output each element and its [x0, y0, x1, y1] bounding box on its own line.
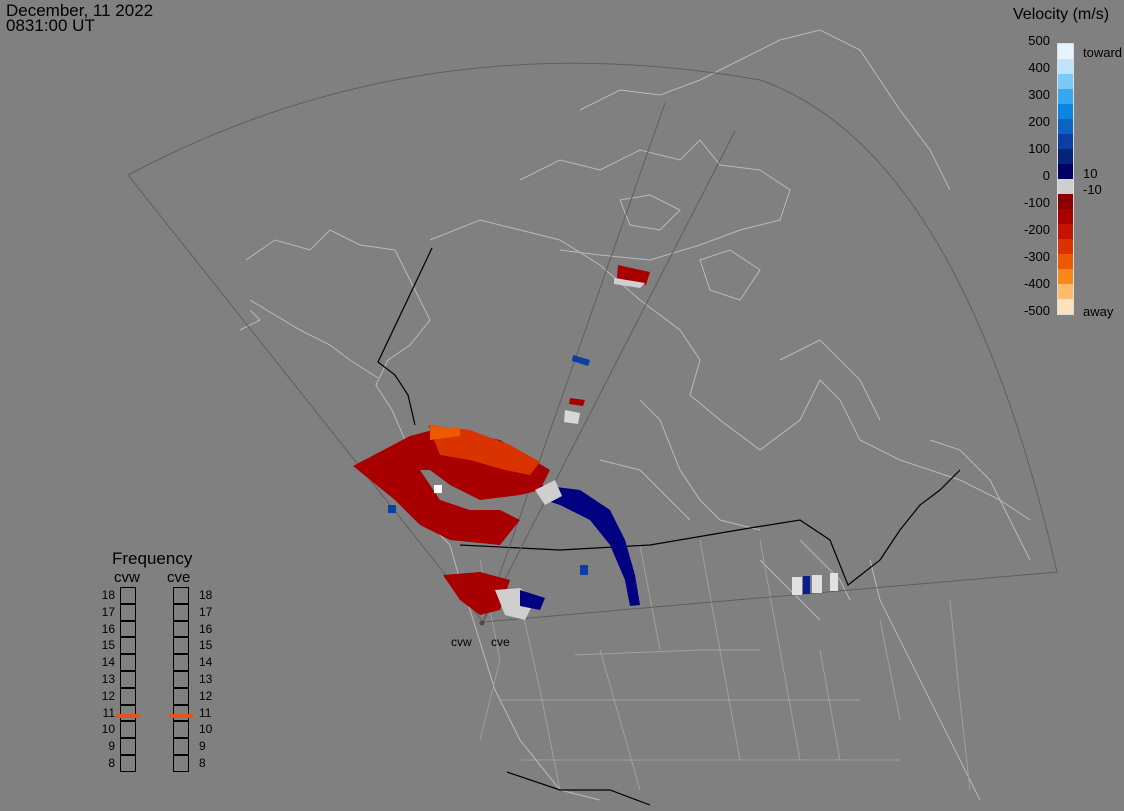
frequency-cell — [120, 671, 136, 688]
threshold-neg-label: -10 — [1083, 182, 1102, 197]
frequency-level-label: 11 — [102, 705, 115, 720]
frequency-level-label: 10 — [101, 722, 115, 737]
frequency-cell — [173, 671, 189, 688]
frequency-cell — [173, 587, 189, 604]
frequency-cell — [173, 654, 189, 671]
frequency-marker-cve — [169, 714, 193, 719]
colorbar-tick: 0 — [1042, 168, 1050, 183]
colorbar-tick: -500 — [1023, 303, 1050, 318]
frequency-cell — [173, 704, 189, 722]
date-label: December, 11 2022 — [6, 1, 154, 20]
frequency-level-label: 13 — [101, 672, 115, 686]
frequency-cell — [120, 687, 136, 705]
frequency-cell — [173, 637, 189, 655]
frequency-cell — [120, 637, 136, 655]
colorbar-tick: 300 — [1028, 87, 1050, 102]
colorbar-tick: 100 — [1028, 141, 1050, 156]
time-label: 0831:00 UT — [6, 16, 95, 35]
frequency-cell — [120, 654, 136, 671]
frequency-cell — [173, 738, 189, 755]
colorbar-tick: -300 — [1023, 249, 1050, 264]
frequency-title: Frequency — [112, 549, 193, 568]
colorbar-tick: 500 — [1028, 33, 1050, 48]
frequency-level-label: 11 — [199, 705, 212, 720]
colorbar-tick: -400 — [1023, 276, 1050, 291]
frequency-level-label: 9 — [108, 739, 115, 754]
site-header-cve: cve — [167, 569, 191, 586]
colorbar-tick: -200 — [1023, 222, 1050, 237]
frequency-level-label: 18 — [101, 588, 115, 602]
frequency-cell — [173, 687, 189, 705]
colorbar-tick: -100 — [1023, 195, 1050, 210]
radar-label-cvw: cvw — [451, 635, 472, 649]
frequency-level-label: 12 — [101, 688, 115, 703]
frequency-level-label: 17 — [101, 604, 115, 619]
frequency-level-label: 9 — [199, 739, 206, 754]
frequency-level-label: 12 — [199, 688, 213, 703]
frequency-level-label: 14 — [199, 655, 213, 670]
frequency-cell — [120, 755, 136, 772]
boundary-layer — [479, 539, 971, 791]
frequency-cell — [173, 755, 189, 772]
velocity-data — [353, 265, 838, 620]
frequency-level-label: 13 — [199, 672, 213, 686]
frequency-level-label: 16 — [101, 621, 115, 636]
frequency-cell — [120, 704, 136, 722]
toward-label: toward — [1083, 45, 1123, 60]
frequency-cell — [120, 603, 136, 621]
frequency-cell — [120, 721, 136, 739]
frequency-level-label: 15 — [101, 638, 115, 653]
away-label: away — [1083, 304, 1114, 319]
colorbar-title: Velocity (m/s) — [1013, 6, 1110, 23]
border-layer — [377, 247, 961, 806]
frequency-level-label: 17 — [199, 604, 213, 619]
frequency-level-label: 8 — [199, 756, 206, 770]
radar-site-cvw — [479, 620, 485, 626]
velocity-colorbar — [1057, 43, 1074, 315]
frequency-cell — [120, 587, 136, 604]
frequency-marker-cvw — [116, 714, 140, 719]
threshold-pos-label: 10 — [1083, 166, 1098, 181]
frequency-cell — [120, 738, 136, 755]
frequency-cell — [173, 721, 189, 739]
frequency-level-label: 15 — [199, 638, 213, 653]
frequency-level-label: 14 — [101, 655, 115, 670]
radar-label-cve: cve — [491, 635, 510, 649]
frequency-level-label: 10 — [199, 722, 213, 737]
coastline-layer — [239, 29, 1031, 801]
frequency-level-label: 8 — [108, 756, 115, 770]
colorbar-tick: 400 — [1028, 60, 1050, 75]
fov-outline — [127, 62, 1058, 623]
site-header-cvw: cvw — [114, 569, 140, 586]
frequency-level-label: 18 — [199, 588, 213, 602]
frequency-level-label: 16 — [199, 621, 213, 636]
frequency-cell — [120, 620, 136, 638]
frequency-cell — [173, 603, 189, 621]
colorbar-tick: 200 — [1028, 114, 1050, 129]
frequency-cell — [173, 620, 189, 638]
